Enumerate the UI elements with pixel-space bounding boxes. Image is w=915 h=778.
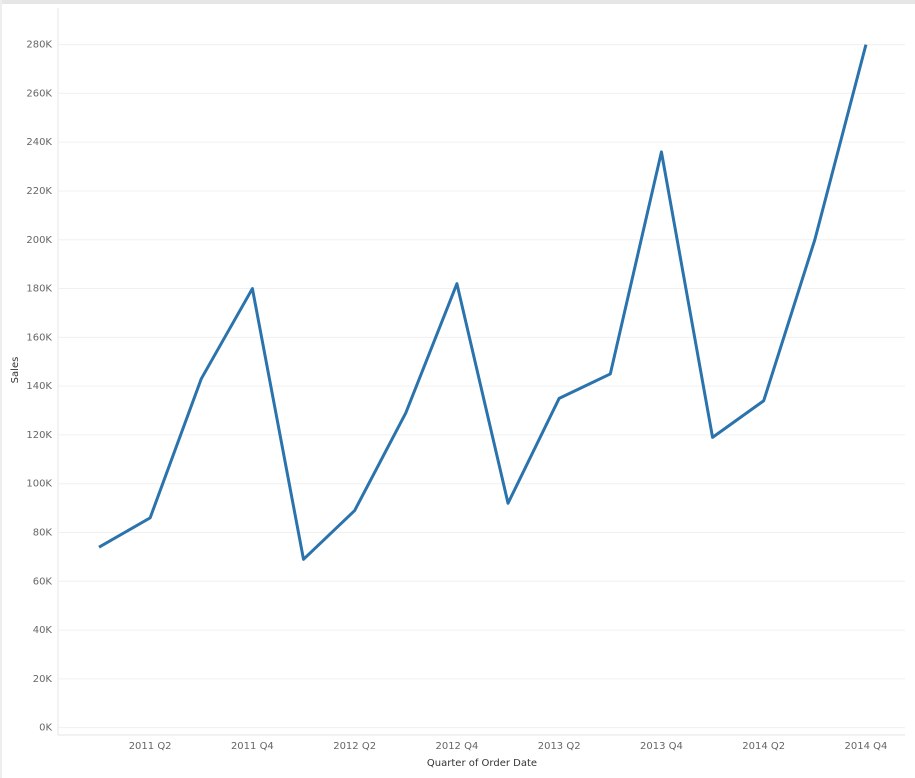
y-tick-label: 220K: [26, 186, 52, 197]
y-tick-label: 240K: [26, 137, 52, 148]
x-tick-label: 2014 Q2: [742, 741, 785, 752]
y-tick-label: 40K: [33, 625, 53, 636]
y-tick-label: 0K: [39, 723, 52, 734]
y-axis-title: Sales: [10, 357, 21, 384]
y-tick-label: 120K: [26, 430, 52, 441]
x-axis-title: Quarter of Order Date: [427, 758, 537, 769]
y-tick-label: 100K: [26, 479, 52, 490]
x-tick-label: 2012 Q4: [435, 741, 478, 752]
y-tick-label: 260K: [26, 88, 52, 99]
y-tick-label: 140K: [26, 381, 52, 392]
y-tick-label: 160K: [26, 332, 52, 343]
y-tick-label: 180K: [26, 284, 52, 295]
x-tick-label: 2013 Q2: [538, 741, 581, 752]
y-tick-label: 80K: [33, 528, 53, 539]
top-border: [0, 0, 915, 4]
x-tick-label: 2011 Q4: [231, 741, 274, 752]
y-tick-label: 280K: [26, 40, 52, 51]
y-tick-label: 200K: [26, 235, 52, 246]
x-tick-label: 2013 Q4: [640, 741, 683, 752]
x-tick-label: 2012 Q2: [333, 741, 376, 752]
y-tick-label: 20K: [33, 674, 53, 685]
x-tick-label: 2014 Q4: [845, 741, 888, 752]
left-border: [0, 0, 2, 778]
y-tick-label: 60K: [33, 576, 53, 587]
x-tick-label: 2011 Q2: [129, 741, 172, 752]
line: [98, 44, 868, 561]
